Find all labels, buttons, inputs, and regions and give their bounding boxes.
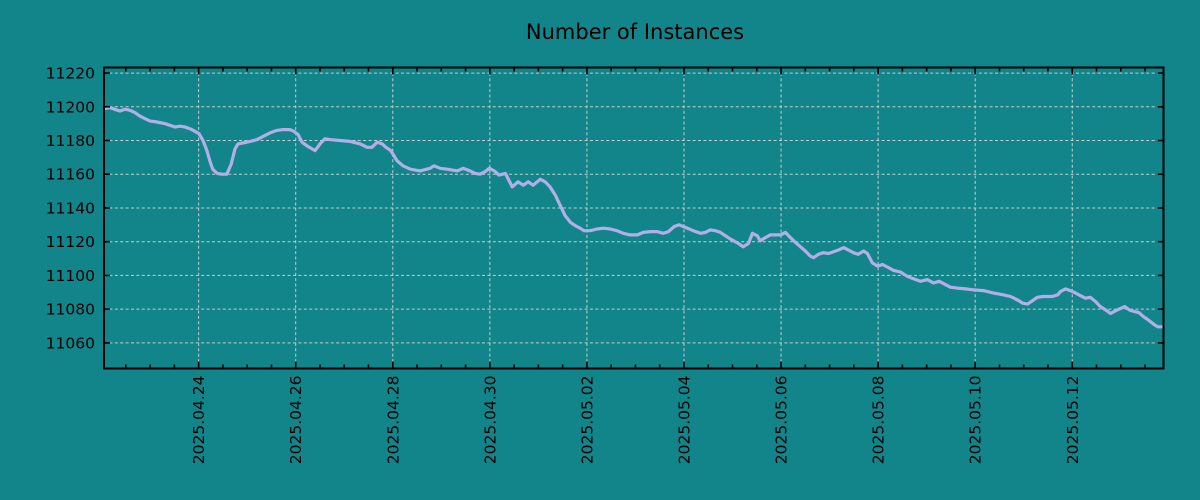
series-layer [103, 105, 1165, 329]
x-tick-label: 2025.04.24 [190, 376, 208, 465]
x-tick-label: 2025.05.04 [675, 376, 693, 465]
x-tick-label: 2025.05.10 [967, 376, 985, 465]
x-tick-label: 2025.05.12 [1064, 376, 1082, 465]
series-line-instances [103, 105, 1165, 329]
y-tick-label: 11200 [46, 98, 95, 116]
y-tick-label: 11120 [46, 233, 95, 251]
x-tick-label: 2025.05.08 [870, 376, 888, 465]
y-tick-label: 11060 [46, 334, 95, 352]
gridlines-layer [104, 67, 1164, 369]
y-tick-label: 11080 [46, 301, 95, 319]
plot-border [103, 66, 1165, 370]
y-tick-label: 11180 [46, 132, 95, 150]
y-tick-label: 11160 [46, 166, 95, 184]
y-tick-label: 11140 [46, 199, 95, 217]
x-tick-label: 2025.04.28 [384, 376, 402, 465]
y-tick-label: 11220 [46, 65, 95, 83]
y-tick-label: 11100 [46, 267, 95, 285]
axes-layer [103, 66, 1165, 370]
x-tick-label: 2025.05.02 [578, 376, 596, 465]
chart-title: Number of Instances [526, 20, 744, 44]
x-tick-label: 2025.04.26 [287, 376, 305, 465]
x-tick-label: 2025.05.06 [773, 376, 791, 465]
x-tick-label: 2025.04.30 [481, 376, 499, 465]
tick-labels-layer: 11060 11080 11100 11120 11140 11160 11180 11200… [46, 65, 1082, 465]
